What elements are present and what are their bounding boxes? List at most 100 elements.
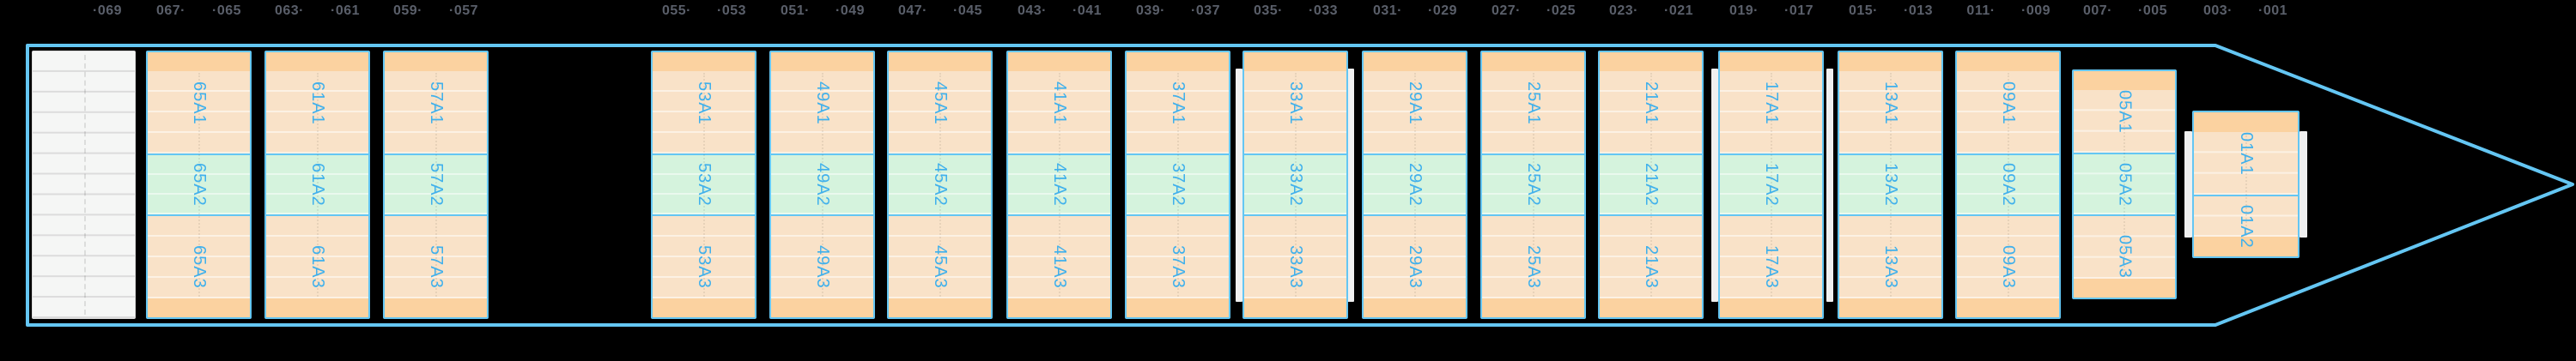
bay-29-zone-3[interactable]: 29A3 xyxy=(1364,216,1466,317)
bay-53-zone-2[interactable]: 53A2 xyxy=(653,153,755,216)
axis-label: 035· xyxy=(1253,3,1284,18)
hull-outline-path xyxy=(26,44,2574,327)
bay-49-zone-3[interactable]: 49A3 xyxy=(771,216,873,317)
bay-zone-label: 25A3 xyxy=(1524,244,1543,289)
bay-29-zone-2[interactable]: 29A2 xyxy=(1364,153,1466,216)
bay-61-zone-1[interactable]: 61A1 xyxy=(266,52,368,153)
bay-65-zone-3[interactable]: 65A3 xyxy=(148,216,250,317)
bay-zone-cells xyxy=(2074,154,2175,214)
bay-65: 65A1 65A2 65A3 xyxy=(146,51,252,319)
bay-53-zone-1[interactable]: 53A1 xyxy=(653,52,755,153)
bay-hatch-band-bottom xyxy=(771,298,873,317)
bay-zone-cells xyxy=(771,155,873,214)
bay-33: 33A1 33A2 33A3 xyxy=(1242,51,1348,319)
bay-61-zone-2[interactable]: 61A2 xyxy=(266,153,368,216)
bay-zone-cells xyxy=(1839,71,1941,153)
bay-57-zone-2[interactable]: 57A2 xyxy=(385,153,487,216)
bay-45-zone-1[interactable]: 45A1 xyxy=(889,52,991,153)
bay-53: 53A1 53A2 53A3 xyxy=(651,51,756,319)
bay-zone-cells xyxy=(1127,155,1229,214)
hold-boundary-strip xyxy=(1236,69,1242,302)
bay-41-zone-3[interactable]: 41A3 xyxy=(1008,216,1110,317)
bay-65-zone-2[interactable]: 65A2 xyxy=(148,153,250,216)
bay-05-zone-3[interactable]: 05A3 xyxy=(2074,216,2175,298)
bay-zone-label: 37A3 xyxy=(1169,244,1188,289)
bay-13-zone-2[interactable]: 13A2 xyxy=(1839,153,1941,216)
bay-61-zone-3[interactable]: 61A3 xyxy=(266,216,368,317)
bay-zone-label: 49A1 xyxy=(813,81,832,125)
bay-zone-label: 41A3 xyxy=(1050,244,1069,289)
bay-zone-label: 57A3 xyxy=(427,244,446,289)
bay-21: 21A1 21A2 21A3 xyxy=(1598,51,1704,319)
bay-25-zone-2[interactable]: 25A2 xyxy=(1482,153,1584,216)
bay-zone-cells xyxy=(1008,155,1110,214)
bay-37-zone-3[interactable]: 37A3 xyxy=(1127,216,1229,317)
bay-01-zone-1[interactable]: 01A1 xyxy=(2194,112,2298,195)
axis-label: 047· xyxy=(897,3,928,18)
bay-37-zone-1[interactable]: 37A1 xyxy=(1127,52,1229,153)
bay-centerline xyxy=(1058,73,1060,297)
bay-13-zone-3[interactable]: 13A3 xyxy=(1839,216,1941,317)
bay-57-zone-3[interactable]: 57A3 xyxy=(385,216,487,317)
bay-29-zone-1[interactable]: 29A1 xyxy=(1364,52,1466,153)
bay-25-zone-1[interactable]: 25A1 xyxy=(1482,52,1584,153)
axis-label: 059· xyxy=(392,3,423,18)
bay-17-zone-1[interactable]: 17A1 xyxy=(1720,52,1822,153)
axis-label: 063· xyxy=(274,3,305,18)
axis-label: 043· xyxy=(1017,3,1048,18)
bay-zone-label: 13A2 xyxy=(1881,163,1900,207)
bay-zone-label: 61A1 xyxy=(308,81,327,125)
bay-49-zone-1[interactable]: 49A1 xyxy=(771,52,873,153)
bay-37: 37A1 37A2 37A3 xyxy=(1125,51,1230,319)
axis-label: 039· xyxy=(1135,3,1166,18)
bay-zone-label: 41A2 xyxy=(1050,163,1069,207)
bay-21-zone-2[interactable]: 21A2 xyxy=(1600,153,1702,216)
bay-41-zone-2[interactable]: 41A2 xyxy=(1008,153,1110,216)
bay-hatch-band-top xyxy=(889,52,991,71)
bay-zone-label: 49A3 xyxy=(813,244,832,289)
bay-zone-label: 05A3 xyxy=(2115,235,2135,279)
bay-zone-cells xyxy=(2194,132,2298,195)
bay-25-zone-3[interactable]: 25A3 xyxy=(1482,216,1584,317)
bay-41-zone-1[interactable]: 41A1 xyxy=(1008,52,1110,153)
bay-hatch-band-top xyxy=(1482,52,1584,71)
bay-17-zone-3[interactable]: 17A3 xyxy=(1720,216,1822,317)
bay-01-zone-2[interactable]: 01A2 xyxy=(2194,195,2298,256)
bay-57-zone-1[interactable]: 57A1 xyxy=(385,52,487,153)
bay-13-zone-1[interactable]: 13A1 xyxy=(1839,52,1941,153)
bay-09-zone-3[interactable]: 09A3 xyxy=(1957,216,2059,317)
bay-zone-label: 33A3 xyxy=(1286,244,1305,289)
bay-05-zone-2[interactable]: 05A2 xyxy=(2074,153,2175,216)
bay-centerline xyxy=(702,73,705,297)
bay-hatch-band-top xyxy=(1244,52,1346,71)
bay-centerline xyxy=(434,73,437,297)
bay-09-zone-1[interactable]: 09A1 xyxy=(1957,52,2059,153)
bay-49-zone-2[interactable]: 49A2 xyxy=(771,153,873,216)
bay-37-zone-2[interactable]: 37A2 xyxy=(1127,153,1229,216)
bay-zone-label: 53A1 xyxy=(695,81,714,125)
empty-bay-grid xyxy=(32,51,136,319)
bay-53-zone-3[interactable]: 53A3 xyxy=(653,216,755,317)
bay-33-zone-2[interactable]: 33A2 xyxy=(1244,153,1346,216)
bay-zone-label: 41A1 xyxy=(1050,81,1069,125)
bay-09-zone-2[interactable]: 09A2 xyxy=(1957,153,2059,216)
axis-label: ·005 xyxy=(2137,3,2168,18)
bay-49: 49A1 49A2 49A3 xyxy=(769,51,875,319)
bay-zone-cells xyxy=(653,155,755,214)
bay-45-zone-3[interactable]: 45A3 xyxy=(889,216,991,317)
bay-zone-label: 25A1 xyxy=(1524,81,1543,125)
bay-33-zone-3[interactable]: 33A3 xyxy=(1244,216,1346,317)
bay-05-zone-1[interactable]: 05A1 xyxy=(2074,71,2175,153)
hold-boundary-strip xyxy=(1347,69,1354,302)
bay-zone-cells xyxy=(1244,155,1346,214)
bay-zone-cells xyxy=(1364,155,1466,214)
bay-21-zone-1[interactable]: 21A1 xyxy=(1600,52,1702,153)
bay-hatch-band-bottom xyxy=(385,298,487,317)
bay-33-zone-1[interactable]: 33A1 xyxy=(1244,52,1346,153)
bay-21-zone-3[interactable]: 21A3 xyxy=(1600,216,1702,317)
bay-65-zone-1[interactable]: 65A1 xyxy=(148,52,250,153)
axis-label: 007· xyxy=(2082,3,2113,18)
bay-zone-label: 49A2 xyxy=(813,163,832,207)
bay-45-zone-2[interactable]: 45A2 xyxy=(889,153,991,216)
bay-17-zone-2[interactable]: 17A2 xyxy=(1720,153,1822,216)
